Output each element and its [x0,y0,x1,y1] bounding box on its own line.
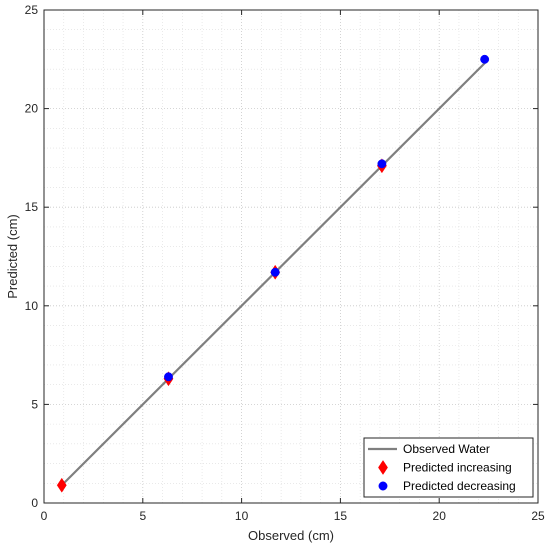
axis-ticks: 0 5 10 15 20 25 0 5 10 15 20 25 [25,3,545,523]
legend: Observed Water Predicted increasing Predic… [363,437,534,498]
y-tick-label: 10 [25,299,39,313]
legend-label: Predicted decreasing [403,479,516,493]
data-point-circle [164,372,173,382]
data-point-diamond [56,477,67,493]
x-tick-label: 10 [235,509,249,523]
x-tick-label: 15 [334,509,348,523]
data-point-circle [270,267,280,277]
major-grid [44,10,538,503]
legend-circle-swatch [378,481,388,491]
plot-frame [43,9,539,504]
legend-label: Observed Water [403,442,490,456]
x-tick-label: 0 [41,509,48,523]
series-layer [56,54,490,493]
x-tick-label: 25 [531,509,545,523]
y-tick-label: 25 [25,3,39,17]
y-tick-label: 20 [25,102,39,116]
data-point-circle [480,54,490,64]
y-tick-label: 0 [31,496,38,510]
x-tick-label: 5 [139,509,146,523]
series-2 [164,54,490,382]
legend-diamond-swatch [378,460,388,475]
y-tick-label: 15 [25,200,39,214]
legend-box [363,437,534,498]
y-axis-label: Predicted (cm) [5,214,20,299]
x-axis-label: Observed (cm) [248,528,334,543]
legend-label: Predicted increasing [403,461,512,475]
y-tick-label: 5 [31,397,38,411]
x-tick-label: 20 [433,509,447,523]
data-point-circle [377,159,387,169]
